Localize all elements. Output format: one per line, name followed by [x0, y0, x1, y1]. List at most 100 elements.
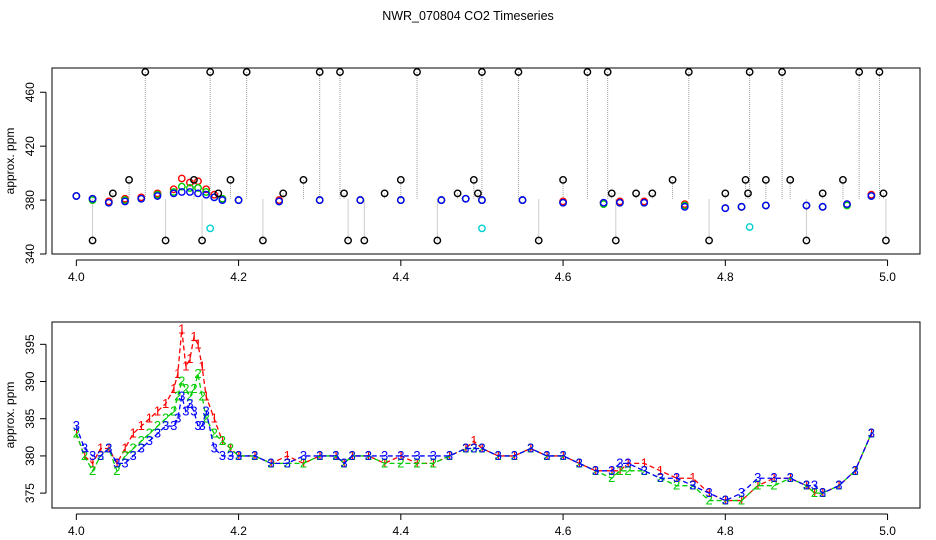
series-3-marker: 3	[511, 448, 518, 463]
series-3-marker: 3	[267, 455, 274, 470]
series-1-marker: 1	[89, 455, 96, 470]
series-3-marker: 3	[332, 448, 339, 463]
series-2-marker: 2	[811, 485, 818, 500]
spike-point	[514, 68, 523, 76]
series-2-marker: 2	[73, 426, 80, 441]
series-1-marker: 1	[194, 336, 201, 351]
series-3-marker: 3	[203, 403, 210, 418]
y-tick-label: 375	[23, 483, 37, 503]
series-1-marker: 1	[543, 448, 550, 463]
series-3-marker: 3	[365, 448, 372, 463]
panel-1: 4.0 4.2 4.4 4.6 4.8 5.0 340 380 420 460 approx. pp…	[3, 67, 921, 284]
spike-point	[279, 189, 288, 198]
spike-point	[559, 175, 567, 184]
series-2-marker: 2	[146, 426, 153, 441]
series-3-marker: 3	[738, 485, 745, 500]
series-2-marker: 2	[478, 440, 485, 455]
spike-point	[259, 236, 267, 245]
series-3-marker: 3	[576, 455, 583, 470]
series-3-marker: 3	[835, 478, 842, 493]
series-2-marker: 2	[113, 463, 120, 478]
spike-point	[125, 175, 133, 184]
series-2-marker: 2	[705, 493, 712, 508]
series-3-point	[194, 189, 202, 198]
series-1-marker: 1	[811, 485, 818, 500]
series-3-marker: 3	[819, 485, 826, 500]
series-3-marker: 3	[174, 411, 181, 426]
series-3-point	[818, 202, 827, 211]
series-3-marker: 3	[340, 455, 347, 470]
spike-point	[761, 175, 770, 184]
spike-point	[818, 189, 827, 198]
series-2-marker: 2	[543, 448, 550, 463]
spike-point	[879, 189, 888, 198]
spike-point	[206, 68, 215, 76]
y-tick-label: 385	[23, 408, 37, 428]
series-3-marker: 3	[182, 403, 189, 418]
cyan-point	[478, 224, 486, 233]
series-2-marker: 2	[130, 440, 137, 455]
series-2-marker: 2	[576, 455, 583, 470]
series-3-marker: 3	[316, 448, 323, 463]
series-1-marker: 1	[154, 403, 161, 418]
x-tick-label: 4.8	[717, 270, 734, 284]
x-tick-label: 4.6	[555, 270, 572, 284]
spike-point	[648, 189, 657, 198]
series-1-point	[177, 174, 186, 183]
x-axis: 4.0 4.2 4.4 4.6 4.8 5.0	[68, 513, 896, 538]
series-3-point	[315, 196, 324, 204]
series-2-point	[194, 184, 202, 192]
series-1-marker: 1	[97, 440, 104, 455]
series-3-point	[121, 197, 129, 206]
series-1-marker: 1	[559, 448, 566, 463]
series-1-marker: 1	[182, 359, 189, 374]
series-1-marker: 1	[162, 396, 169, 411]
series-3-point	[275, 197, 284, 206]
series-3-marker: 3	[722, 493, 729, 508]
x-tick-label: 4.0	[68, 270, 85, 284]
series-3-marker: 3	[803, 478, 810, 493]
series-3-marker: 3	[251, 448, 258, 463]
spike-point	[632, 189, 640, 198]
spike-point	[855, 68, 864, 76]
series-2-marker: 2	[170, 403, 177, 418]
series-3-marker: 3	[641, 463, 648, 478]
series-2-marker: 2	[397, 455, 404, 470]
series-1-marker: 1	[203, 388, 210, 403]
series-2-marker: 2	[227, 440, 234, 455]
series-2-marker: 2	[178, 374, 185, 389]
series-3-marker: 3	[300, 448, 307, 463]
series-2-marker: 2	[190, 381, 197, 396]
series-2-marker: 2	[162, 411, 169, 426]
spike-point	[214, 189, 223, 198]
y-tick-label: 380	[23, 446, 37, 466]
series-3-line	[75, 396, 872, 502]
series-2-marker: 2	[316, 448, 323, 463]
series-2-marker: 2	[754, 478, 761, 493]
series-3-marker: 3	[178, 388, 185, 403]
series-3-marker: 3	[81, 440, 88, 455]
series-3-point	[210, 193, 219, 202]
series-3-point	[396, 196, 405, 204]
series-2-marker: 2	[219, 433, 226, 448]
series-3-point	[867, 192, 876, 200]
series-1-marker: 1	[198, 359, 205, 374]
spike-point	[534, 236, 543, 245]
series-3-point	[169, 189, 178, 198]
series-3-marker: 3	[446, 448, 453, 463]
series-3-marker: 3	[198, 418, 205, 433]
series-3-point	[234, 196, 243, 204]
cyan-point	[745, 223, 754, 231]
series-3-point	[153, 192, 162, 200]
series-1-line	[75, 329, 872, 502]
x-tick-label: 4.4	[392, 270, 409, 284]
series-1-marker: 1	[576, 455, 583, 470]
series-3-marker: 3	[97, 448, 104, 463]
x-tick-label: 4.8	[717, 524, 734, 538]
series-3-marker: 3	[349, 448, 356, 463]
spike-point	[380, 189, 389, 198]
series-1-marker: 1	[73, 426, 80, 441]
series-1-marker: 1	[170, 381, 177, 396]
series-1-marker: 1	[754, 478, 761, 493]
